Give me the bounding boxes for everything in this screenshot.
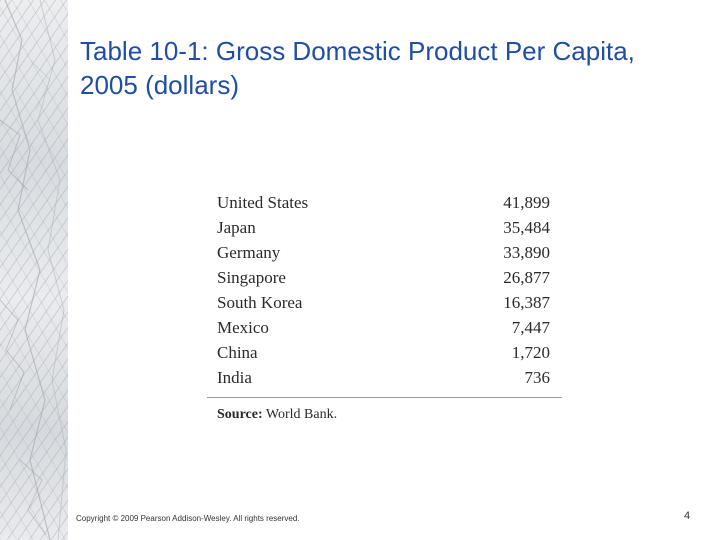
source-text: World Bank. <box>265 407 338 422</box>
table-source: Source: World Bank. <box>207 398 562 423</box>
country-cell: India <box>217 368 252 387</box>
page-number: 4 <box>684 510 691 522</box>
country-cell: South Korea <box>217 293 303 312</box>
country-cell: Germany <box>217 243 281 262</box>
gdp-table: United States 41,899 Japan 35,484 German… <box>207 190 562 423</box>
table-row: Japan 35,484 <box>207 215 562 240</box>
country-cell: Mexico <box>217 318 269 337</box>
value-cell: 1,720 <box>511 343 550 362</box>
value-cell: 33,890 <box>503 243 550 262</box>
country-cell: Singapore <box>217 268 286 287</box>
marble-sidebar-decoration <box>0 0 68 540</box>
table-row: China 1,720 <box>207 340 562 365</box>
country-cell: United States <box>217 193 309 212</box>
value-cell: 7,447 <box>511 318 550 337</box>
table-row: India 736 <box>207 365 562 390</box>
source-label: Source: <box>217 407 263 422</box>
value-cell: 16,387 <box>503 293 550 312</box>
table-row: Mexico 7,447 <box>207 315 562 340</box>
country-cell: China <box>217 343 258 362</box>
value-cell: 35,484 <box>503 218 550 237</box>
table-divider <box>207 397 562 398</box>
table-row: South Korea 16,387 <box>207 290 562 315</box>
table-row: Germany 33,890 <box>207 240 562 265</box>
table-row: Singapore 26,877 <box>207 265 562 290</box>
table-row: United States 41,899 <box>207 190 562 215</box>
value-cell: 736 <box>524 368 551 387</box>
slide-title: Table 10-1: Gross Domestic Product Per C… <box>80 36 635 100</box>
value-cell: 26,877 <box>503 268 550 287</box>
value-cell: 41,899 <box>503 193 550 212</box>
marble-veins <box>0 0 67 540</box>
country-cell: Japan <box>217 218 256 237</box>
copyright-footer: Copyright © 2009 Pearson Addison-Wesley.… <box>76 514 300 523</box>
